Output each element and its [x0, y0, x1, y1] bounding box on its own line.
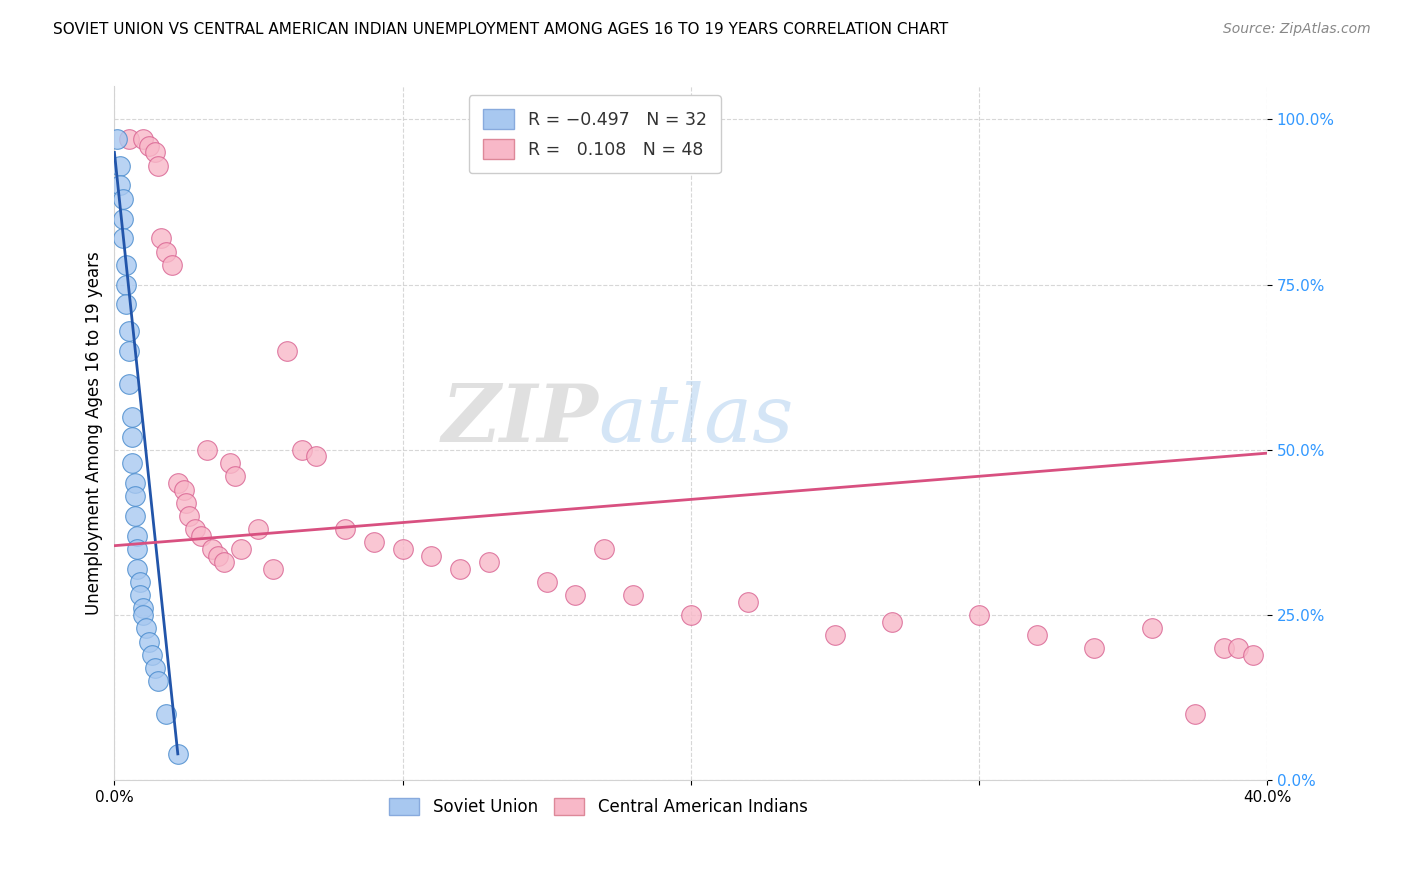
Point — [333, 522, 356, 536]
Point — [218, 456, 240, 470]
Point — [118, 376, 141, 391]
Point — [247, 522, 270, 536]
Point — [132, 132, 155, 146]
Point — [195, 442, 218, 457]
Point — [420, 549, 443, 563]
Point — [124, 489, 146, 503]
Point — [143, 661, 166, 675]
Point — [478, 555, 501, 569]
Point — [132, 601, 155, 615]
Point — [621, 588, 644, 602]
Point — [212, 555, 235, 569]
Y-axis label: Unemployment Among Ages 16 to 19 years: Unemployment Among Ages 16 to 19 years — [86, 252, 103, 615]
Point — [138, 634, 160, 648]
Point — [112, 211, 135, 226]
Point — [262, 562, 284, 576]
Point — [112, 231, 135, 245]
Point — [115, 277, 138, 292]
Point — [179, 508, 201, 523]
Point — [1227, 641, 1250, 656]
Point — [679, 608, 702, 623]
Point — [1184, 707, 1206, 722]
Point — [138, 138, 160, 153]
Point — [1025, 628, 1047, 642]
Point — [132, 608, 155, 623]
Text: Source: ZipAtlas.com: Source: ZipAtlas.com — [1223, 22, 1371, 37]
Point — [121, 409, 143, 424]
Point — [173, 483, 195, 497]
Point — [118, 132, 141, 146]
Point — [1241, 648, 1264, 662]
Point — [391, 541, 413, 556]
Text: SOVIET UNION VS CENTRAL AMERICAN INDIAN UNEMPLOYMENT AMONG AGES 16 TO 19 YEARS C: SOVIET UNION VS CENTRAL AMERICAN INDIAN … — [53, 22, 949, 37]
Text: atlas: atlas — [599, 381, 794, 458]
Point — [201, 541, 224, 556]
Point — [291, 442, 314, 457]
Point — [184, 522, 207, 536]
Point — [276, 343, 298, 358]
Legend: Soviet Union, Central American Indians: Soviet Union, Central American Indians — [381, 789, 815, 824]
Point — [1212, 641, 1234, 656]
Point — [124, 508, 146, 523]
Point — [231, 541, 253, 556]
Point — [166, 747, 188, 761]
Point — [882, 615, 904, 629]
Point — [449, 562, 471, 576]
Point — [536, 575, 558, 590]
Point — [146, 159, 169, 173]
Point — [129, 575, 152, 590]
Point — [118, 343, 141, 358]
Point — [737, 595, 759, 609]
Point — [1140, 621, 1163, 635]
Point — [593, 541, 616, 556]
Point — [176, 496, 198, 510]
Point — [127, 541, 149, 556]
Point — [143, 145, 166, 160]
Point — [115, 258, 138, 272]
Point — [224, 469, 246, 483]
Point — [118, 324, 141, 338]
Point — [146, 674, 169, 689]
Point — [155, 244, 177, 259]
Point — [149, 231, 172, 245]
Point — [124, 475, 146, 490]
Point — [564, 588, 586, 602]
Text: ZIP: ZIP — [441, 381, 599, 458]
Point — [190, 529, 212, 543]
Point — [166, 475, 188, 490]
Point — [105, 132, 128, 146]
Point — [967, 608, 990, 623]
Point — [112, 192, 135, 206]
Point — [141, 648, 163, 662]
Point — [121, 430, 143, 444]
Point — [135, 621, 157, 635]
Point — [121, 456, 143, 470]
Point — [115, 297, 138, 311]
Point — [1083, 641, 1105, 656]
Point — [160, 258, 183, 272]
Point — [127, 529, 149, 543]
Point — [108, 178, 131, 193]
Point — [155, 707, 177, 722]
Point — [363, 535, 385, 549]
Point — [207, 549, 229, 563]
Point — [108, 159, 131, 173]
Point — [129, 588, 152, 602]
Point — [305, 450, 328, 464]
Point — [127, 562, 149, 576]
Point — [824, 628, 846, 642]
